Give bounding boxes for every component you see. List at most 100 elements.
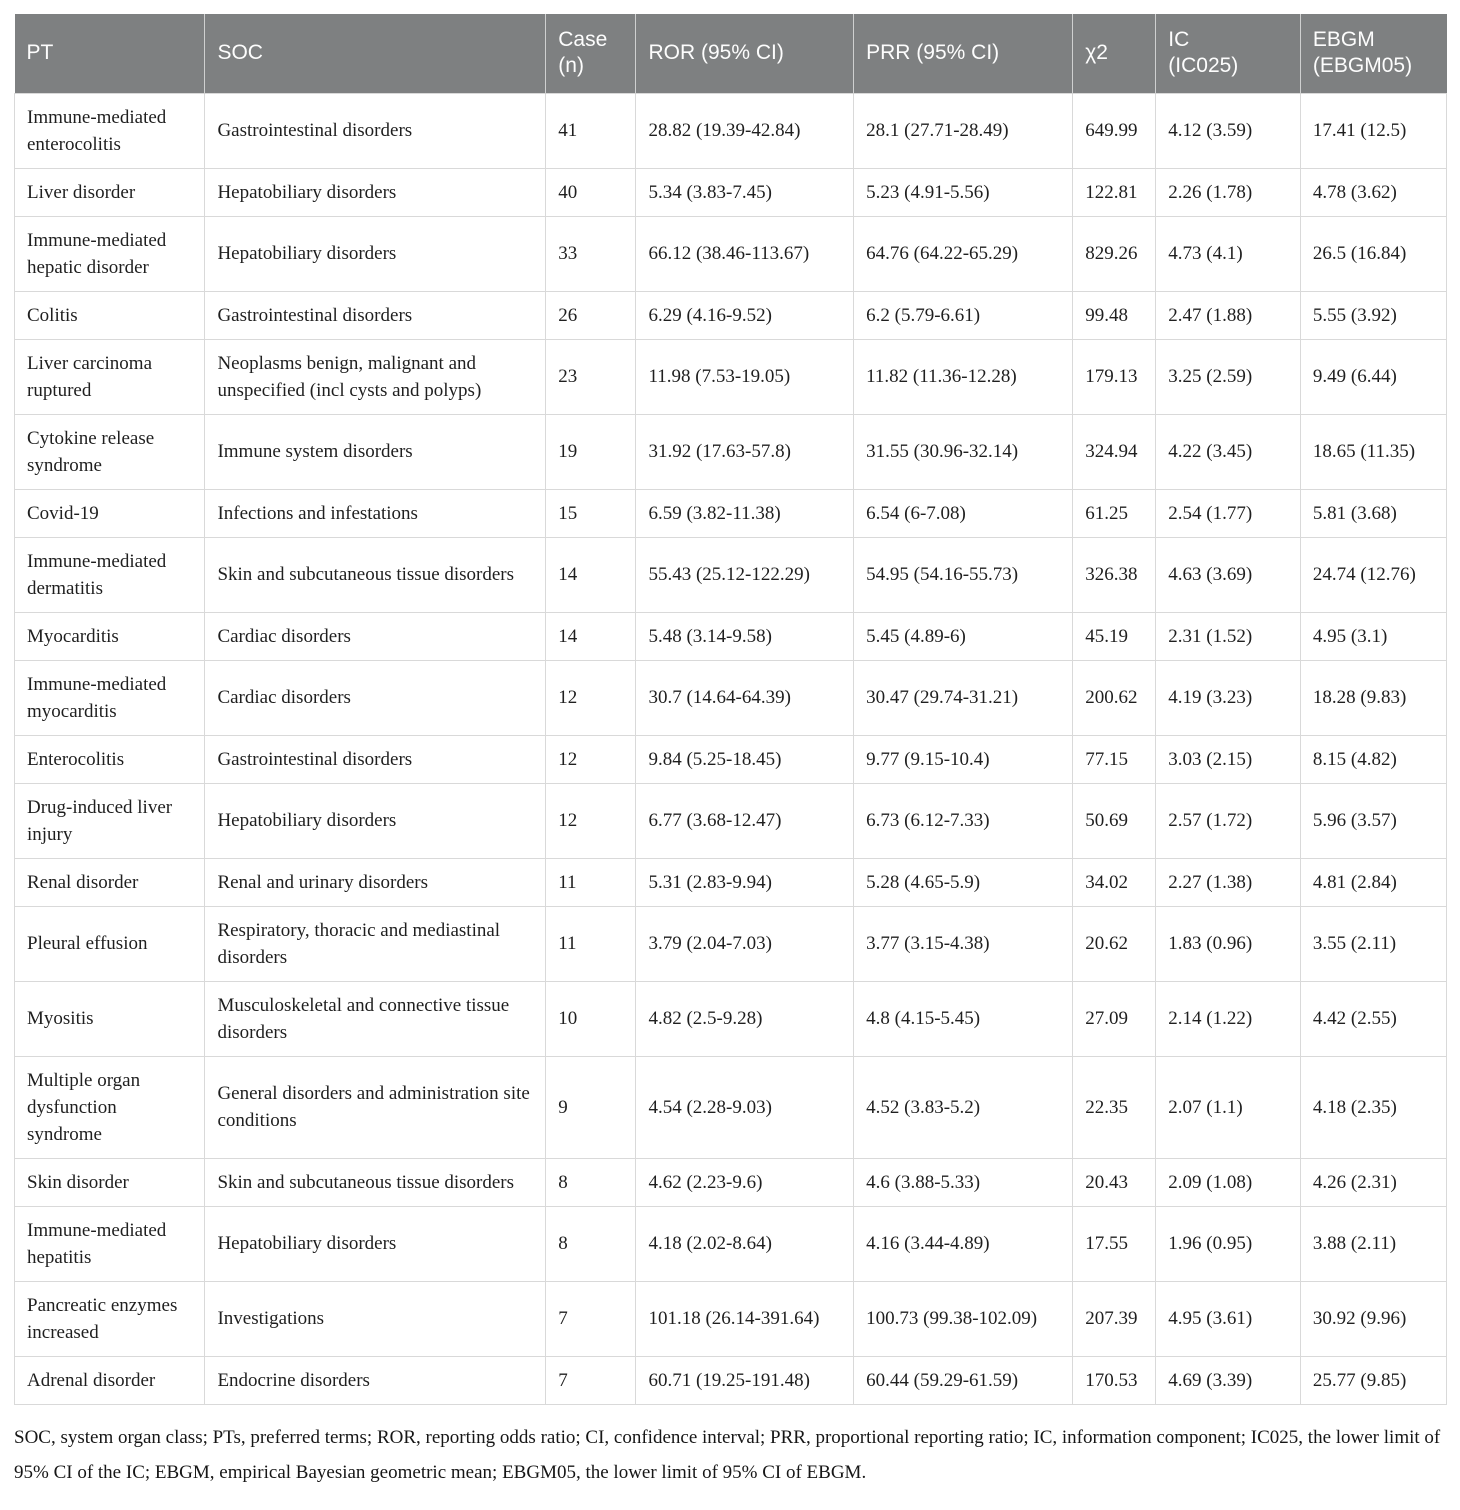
table-cell: 179.13 bbox=[1072, 338, 1157, 415]
table-cell: 3.88 (2.11) bbox=[1299, 1205, 1448, 1282]
table-row: Skin disorder Skin and subcutaneous tissu… bbox=[13, 1157, 1448, 1207]
table-cell: 64.76 (64.22-65.29) bbox=[853, 215, 1074, 292]
table-cell: Skin disorder bbox=[13, 1157, 206, 1207]
table-cell: 11 bbox=[545, 905, 637, 982]
table-cell: 2.27 (1.38) bbox=[1155, 857, 1301, 907]
table-row: Liver carcinoma ruptured Neoplasms benign… bbox=[13, 338, 1448, 415]
table-cell: 25.77 (9.85) bbox=[1299, 1355, 1448, 1405]
table-cell: 207.39 bbox=[1072, 1280, 1157, 1357]
results-table: PT SOC Case (n) ROR (95% CI) PRR (95% CI) χ2 I… bbox=[13, 14, 1448, 1405]
table-cell: 4.18 (2.35) bbox=[1299, 1055, 1448, 1159]
table-cell: 23 bbox=[545, 338, 637, 415]
table-cell: 12 bbox=[545, 782, 637, 859]
table-cell: 17.55 bbox=[1072, 1205, 1157, 1282]
table-cell: Immune-mediated hepatic disorder bbox=[13, 215, 206, 292]
table-cell: Hepatobiliary disorders bbox=[204, 782, 547, 859]
table-cell: 9 bbox=[545, 1055, 637, 1159]
table-cell: Respiratory, thoracic and mediastinal di… bbox=[204, 905, 547, 982]
table-cell: 33 bbox=[545, 215, 637, 292]
table-cell: Immune-mediated enterocolitis bbox=[13, 92, 206, 169]
table-row: Drug-induced liver injury Hepatobiliary d… bbox=[13, 782, 1448, 859]
table-cell: 4.82 (2.5-9.28) bbox=[635, 980, 855, 1057]
table-cell: 60.71 (19.25-191.48) bbox=[635, 1355, 855, 1405]
table-cell: Infections and infestations bbox=[204, 488, 547, 538]
table-row: Colitis Gastrointestinal disorders 26 6.29 … bbox=[13, 290, 1448, 340]
table-cell: 41 bbox=[545, 92, 637, 169]
table-cell: 28.82 (19.39-42.84) bbox=[635, 92, 855, 169]
table-cell: 2.47 (1.88) bbox=[1155, 290, 1301, 340]
table-cell: Drug-induced liver injury bbox=[13, 782, 206, 859]
table-cell: 2.14 (1.22) bbox=[1155, 980, 1301, 1057]
table-cell: Immune-mediated dermatitis bbox=[13, 536, 206, 613]
column-header: IC (IC025) bbox=[1155, 14, 1301, 93]
table-row: Renal disorder Renal and urinary disorder… bbox=[13, 857, 1448, 907]
table-cell: 11.98 (7.53-19.05) bbox=[635, 338, 855, 415]
table-cell: 24.74 (12.76) bbox=[1299, 536, 1448, 613]
table-header-row: PT SOC Case (n) ROR (95% CI) PRR (95% CI) χ2 I… bbox=[14, 14, 1447, 93]
table-cell: 324.94 bbox=[1072, 413, 1157, 490]
table-cell: 11 bbox=[545, 857, 637, 907]
table-cell: 2.09 (1.08) bbox=[1155, 1157, 1301, 1207]
table-cell: 4.95 (3.1) bbox=[1299, 611, 1448, 661]
table-cell: Cytokine release syndrome bbox=[13, 413, 206, 490]
table-cell: 2.54 (1.77) bbox=[1155, 488, 1301, 538]
column-header: PRR (95% CI) bbox=[853, 14, 1074, 93]
table-cell: 8 bbox=[545, 1205, 637, 1282]
table-cell: 4.69 (3.39) bbox=[1155, 1355, 1301, 1405]
column-header: Case (n) bbox=[545, 14, 637, 93]
table-cell: 5.28 (4.65-5.9) bbox=[853, 857, 1074, 907]
table-cell: 5.23 (4.91-5.56) bbox=[853, 167, 1074, 217]
table-row: Myocarditis Cardiac disorders 14 5.48 (3.14… bbox=[13, 611, 1448, 661]
table-cell: 122.81 bbox=[1072, 167, 1157, 217]
table-cell: 4.18 (2.02-8.64) bbox=[635, 1205, 855, 1282]
table-cell: Skin and subcutaneous tissue disorders bbox=[204, 1157, 547, 1207]
table-cell: 77.15 bbox=[1072, 734, 1157, 784]
table-cell: 7 bbox=[545, 1280, 637, 1357]
table-cell: 9.84 (5.25-18.45) bbox=[635, 734, 855, 784]
table-cell: Immune-mediated hepatitis bbox=[13, 1205, 206, 1282]
table-cell: Enterocolitis bbox=[13, 734, 206, 784]
table-cell: Musculoskeletal and connective tissue di… bbox=[204, 980, 547, 1057]
table-cell: 100.73 (99.38-102.09) bbox=[853, 1280, 1074, 1357]
table-cell: 54.95 (54.16-55.73) bbox=[853, 536, 1074, 613]
table-cell: Myositis bbox=[13, 980, 206, 1057]
table-cell: Cardiac disorders bbox=[204, 659, 547, 736]
table-cell: 27.09 bbox=[1072, 980, 1157, 1057]
table-row: Enterocolitis Gastrointestinal disorders 1… bbox=[13, 734, 1448, 784]
table-cell: 30.7 (14.64-64.39) bbox=[635, 659, 855, 736]
table-cell: Gastrointestinal disorders bbox=[204, 734, 547, 784]
table-cell: 1.83 (0.96) bbox=[1155, 905, 1301, 982]
table-cell: Investigations bbox=[204, 1280, 547, 1357]
table-cell: 26 bbox=[545, 290, 637, 340]
table-cell: 3.79 (2.04-7.03) bbox=[635, 905, 855, 982]
table-cell: 2.31 (1.52) bbox=[1155, 611, 1301, 661]
table-row: Pancreatic enzymes increased Investigatio… bbox=[13, 1280, 1448, 1357]
table-cell: 3.55 (2.11) bbox=[1299, 905, 1448, 982]
column-header: PT bbox=[14, 14, 206, 93]
table-cell: 6.2 (5.79-6.61) bbox=[853, 290, 1074, 340]
table-cell: 14 bbox=[545, 536, 637, 613]
table-cell: Immune system disorders bbox=[204, 413, 547, 490]
table-cell: 101.18 (26.14-391.64) bbox=[635, 1280, 855, 1357]
table-cell: 3.77 (3.15-4.38) bbox=[853, 905, 1074, 982]
table-cell: Skin and subcutaneous tissue disorders bbox=[204, 536, 547, 613]
table-cell: 4.26 (2.31) bbox=[1299, 1157, 1448, 1207]
column-header: ROR (95% CI) bbox=[635, 14, 855, 93]
table-cell: 12 bbox=[545, 734, 637, 784]
table-cell: 4.73 (4.1) bbox=[1155, 215, 1301, 292]
table-cell: 12 bbox=[545, 659, 637, 736]
table-cell: 4.22 (3.45) bbox=[1155, 413, 1301, 490]
table-cell: 14 bbox=[545, 611, 637, 661]
table-cell: 6.73 (6.12-7.33) bbox=[853, 782, 1074, 859]
table-cell: 45.19 bbox=[1072, 611, 1157, 661]
table-cell: 61.25 bbox=[1072, 488, 1157, 538]
table-cell: 8.15 (4.82) bbox=[1299, 734, 1448, 784]
table-cell: Endocrine disorders bbox=[204, 1355, 547, 1405]
table-cell: 6.29 (4.16-9.52) bbox=[635, 290, 855, 340]
table-cell: Hepatobiliary disorders bbox=[204, 167, 547, 217]
table-cell: 4.8 (4.15-5.45) bbox=[853, 980, 1074, 1057]
table-row: Covid-19 Infections and infestations 15 6.5… bbox=[13, 488, 1448, 538]
table-row: Immune-mediated hepatitis Hepatobiliary d… bbox=[13, 1205, 1448, 1282]
table-cell: 9.77 (9.15-10.4) bbox=[853, 734, 1074, 784]
